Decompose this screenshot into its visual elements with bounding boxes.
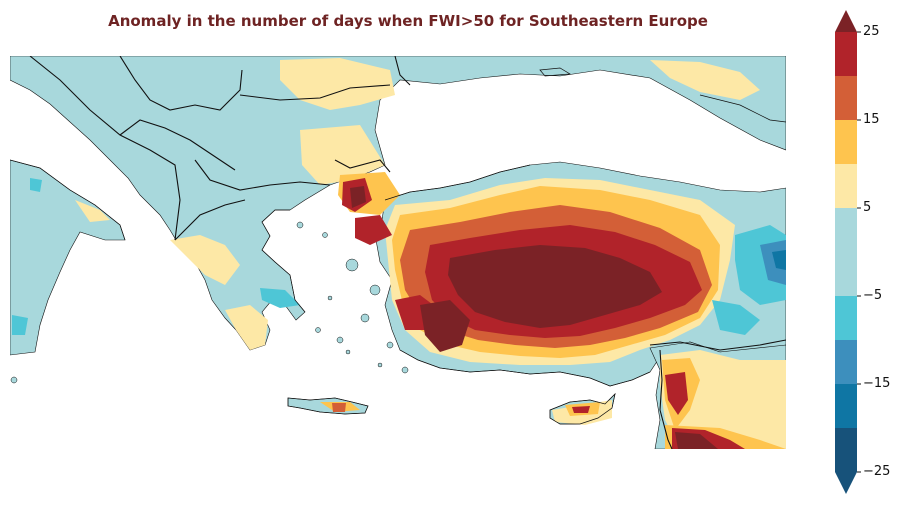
aegean-islands (10, 221, 409, 384)
colorbar-bin-6 (835, 164, 857, 208)
colorbar-under-triangle (835, 472, 857, 494)
colorbar-tick-label: −15 (863, 376, 891, 391)
colorbar-tick-label: −25 (863, 464, 891, 479)
colorbar-bin-0 (835, 428, 857, 472)
colorbar-bin-4 (835, 252, 857, 296)
colorbar-ticks (857, 31, 861, 473)
colorbar-tick-label: 5 (863, 200, 872, 215)
colorbar-bin-5 (835, 208, 857, 252)
colorbar-bin-8 (835, 76, 857, 120)
country-borders (29, 56, 786, 449)
colorbar-over-triangle (835, 10, 857, 32)
colorbar-tick-label: 25 (863, 24, 880, 39)
anomaly-fill-layer (12, 58, 786, 449)
coastlines (10, 67, 786, 425)
colorbar-tick-label: −5 (863, 288, 883, 303)
colorbar-bin-2 (835, 340, 857, 384)
colorbar-bins (835, 32, 857, 472)
colorbar-tick-label: 15 (863, 112, 880, 127)
colorbar-bin-7 (835, 120, 857, 164)
colorbar-bin-9 (835, 32, 857, 76)
colorbar-bin-1 (835, 384, 857, 428)
map-title: Anomaly in the number of days when FWI>5… (108, 12, 708, 30)
colorbar-bin-3 (835, 296, 857, 340)
